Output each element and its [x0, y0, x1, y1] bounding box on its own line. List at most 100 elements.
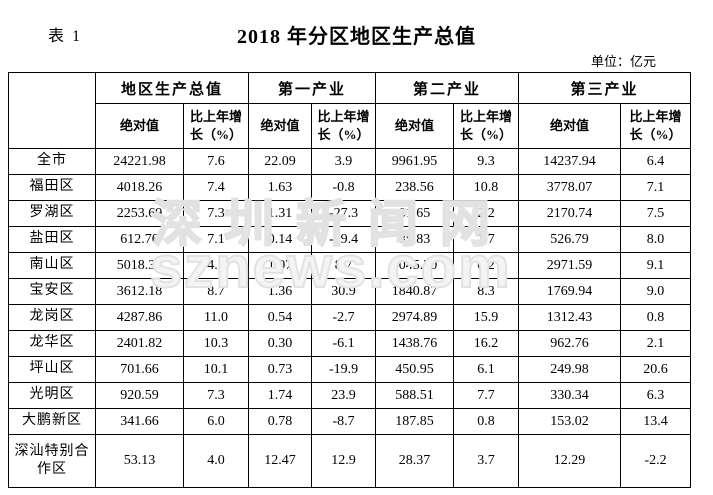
value-cell: 4018.26 [95, 174, 184, 201]
table-row: 盐田区 612.76 7.1 0.14 -19.4 85.83 1.7 526.… [8, 226, 692, 253]
value-cell: 23.9 [311, 382, 377, 409]
value-cell: 81.65 [375, 200, 455, 227]
value-cell: 12.29 [518, 434, 622, 488]
value-cell: 53.13 [95, 434, 184, 488]
value-cell: 7.5 [620, 200, 692, 227]
subheader-absolute: 绝对值 [518, 103, 622, 149]
table-row: 龙岗区 4287.86 11.0 0.54 -2.7 2974.89 15.9 … [8, 304, 692, 331]
value-cell: 7.4 [182, 174, 250, 201]
value-cell: 2971.59 [518, 252, 622, 279]
value-cell: 9961.95 [375, 148, 455, 175]
value-cell: 13.4 [620, 408, 692, 435]
value-cell: 1438.76 [375, 330, 455, 357]
column-group-gdp: 地区生产总值 [94, 72, 250, 104]
region-cell: 大鹏新区 [8, 408, 96, 435]
value-cell: 9.0 [620, 278, 692, 305]
corner-cell [8, 72, 96, 149]
table-row: 福田区 4018.26 7.4 1.63 -0.8 238.56 10.8 37… [8, 174, 692, 201]
value-cell: 1840.87 [375, 278, 455, 305]
value-cell: 11.0 [182, 304, 250, 331]
value-cell: 6.1 [453, 356, 520, 383]
value-cell: 187.85 [375, 408, 455, 435]
column-group-secondary-industry: 第二产业 [375, 72, 520, 104]
value-cell: 4287.86 [95, 304, 184, 331]
region-cell: 坪山区 [8, 356, 96, 383]
value-cell: 153.02 [518, 408, 622, 435]
value-cell: 526.79 [518, 226, 622, 253]
value-cell: -0.8 [311, 174, 377, 201]
region-cell: 龙岗区 [8, 304, 96, 331]
region-cell: 龙华区 [8, 330, 96, 357]
table-row: 深汕特别合作区 53.13 4.0 12.47 12.9 28.37 3.7 1… [8, 434, 692, 488]
value-cell: 0.8 [620, 304, 692, 331]
value-cell: 0.8 [453, 408, 520, 435]
value-cell: 2974.89 [375, 304, 455, 331]
value-cell: -27.3 [311, 200, 377, 227]
value-cell: 7.3 [182, 200, 250, 227]
value-cell: 8.3 [453, 278, 520, 305]
value-cell: -8.7 [311, 408, 377, 435]
value-cell: 701.66 [95, 356, 184, 383]
value-cell: 1.74 [248, 382, 313, 409]
value-cell: 14237.94 [518, 148, 622, 175]
value-cell: 22.09 [248, 148, 313, 175]
value-cell: 7.1 [182, 226, 250, 253]
value-cell: 8.7 [311, 252, 377, 279]
value-cell: 1.07 [248, 252, 313, 279]
subheader-absolute: 绝对值 [95, 103, 184, 149]
value-cell: 0.30 [248, 330, 313, 357]
region-cell: 全市 [8, 148, 96, 175]
column-group-tertiary-industry: 第三产业 [518, 72, 692, 104]
table-row: 罗湖区 2253.69 7.3 1.31 -27.3 81.65 2.2 217… [8, 200, 692, 227]
value-cell: 6.3 [620, 382, 692, 409]
value-cell: 1.31 [248, 200, 313, 227]
value-cell: 9.1 [620, 252, 692, 279]
subheader-growth: 比上年增长（%） [311, 103, 377, 149]
value-cell: 1.63 [248, 174, 313, 201]
subheader-growth: 比上年增长（%） [182, 103, 250, 149]
value-cell: 0.54 [248, 304, 313, 331]
table-row: 坪山区 701.66 10.1 0.73 -19.9 450.95 6.1 24… [8, 356, 692, 383]
header-group-row: 地区生产总值 第一产业 第二产业 第三产业 [8, 72, 692, 149]
table-row: 宝安区 3612.18 8.7 1.36 30.9 1840.87 8.3 17… [8, 278, 692, 305]
region-cell: 福田区 [8, 174, 96, 201]
value-cell: 10.3 [182, 330, 250, 357]
value-cell: -6.1 [311, 330, 377, 357]
value-cell: 962.76 [518, 330, 622, 357]
gdp-table: 地区生产总值 第一产业 第二产业 第三产业 绝对值 比上年增长（%） 绝对值 比… [8, 72, 692, 488]
value-cell: 5018.36 [95, 252, 184, 279]
value-cell: 7.1 [620, 174, 692, 201]
value-cell: 7.3 [182, 382, 250, 409]
value-cell: 0.78 [248, 408, 313, 435]
value-cell: 9.3 [453, 148, 520, 175]
value-cell: 7.7 [453, 382, 520, 409]
table-row: 南山区 5018.36 4.5 1.07 8.7 2045.70 0.2 297… [8, 252, 692, 279]
table-row: 龙华区 2401.82 10.3 0.30 -6.1 1438.76 16.2 … [8, 330, 692, 357]
region-cell: 盐田区 [8, 226, 96, 253]
value-cell: 3778.07 [518, 174, 622, 201]
value-cell: 1769.94 [518, 278, 622, 305]
value-cell: 2170.74 [518, 200, 622, 227]
value-cell: 1.7 [453, 226, 520, 253]
value-cell: 0.2 [453, 252, 520, 279]
value-cell: 612.76 [95, 226, 184, 253]
value-cell: 30.9 [311, 278, 377, 305]
value-cell: 28.37 [375, 434, 455, 488]
value-cell: 24221.98 [95, 148, 184, 175]
value-cell: 3612.18 [95, 278, 184, 305]
table-row: 全市 24221.98 7.6 22.09 3.9 9961.95 9.3 14… [8, 148, 692, 175]
value-cell: 2.1 [620, 330, 692, 357]
value-cell: 4.5 [182, 252, 250, 279]
value-cell: 249.98 [518, 356, 622, 383]
value-cell: 85.83 [375, 226, 455, 253]
value-cell: 8.7 [182, 278, 250, 305]
subheader-growth: 比上年增长（%） [620, 103, 692, 149]
value-cell: 450.95 [375, 356, 455, 383]
value-cell: -2.7 [311, 304, 377, 331]
subheader-absolute: 绝对值 [248, 103, 313, 149]
value-cell: 1.36 [248, 278, 313, 305]
value-cell: 920.59 [95, 382, 184, 409]
subheader-absolute: 绝对值 [375, 103, 455, 149]
value-cell: 10.8 [453, 174, 520, 201]
